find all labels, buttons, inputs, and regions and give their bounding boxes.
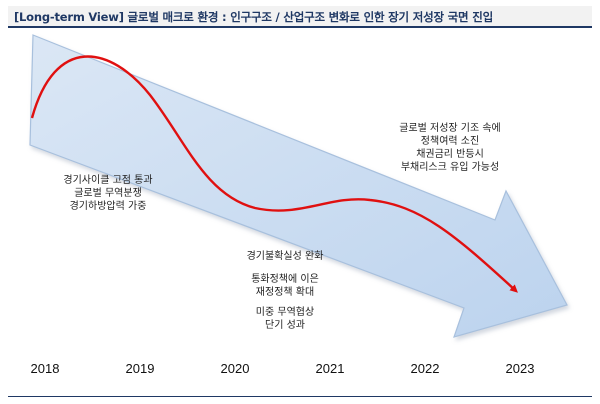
annotation-line: 경기불확실성 완화 [246, 251, 324, 262]
year-label: 2023 [505, 361, 535, 376]
annotation-2020-uncertainty: 경기불확실성 완화 [225, 250, 345, 263]
annotation-line: 글로벌 무역분쟁 [74, 188, 142, 199]
year-label: 2018 [30, 361, 60, 376]
year-label: 2021 [315, 361, 345, 376]
long-term-arrow [29, 34, 568, 338]
annotation-2018: 경기사이클 고점 통과 글로벌 무역분쟁 경기하방압력 가중 [28, 174, 188, 213]
title-bar: [Long-term View] 글로벌 매크로 환경 : 인구구조 / 산업구… [8, 6, 592, 28]
annotation-line: 채권금리 반등시 [416, 149, 484, 160]
annotation-line: 정책여력 소진 [420, 136, 480, 147]
year-label: 2020 [220, 361, 250, 376]
annotation-line: 재정정책 확대 [255, 287, 315, 298]
annotation-line: 단기 성과 [265, 320, 305, 331]
economic-cycle-curve [30, 55, 518, 293]
annotation-line: 통화정책에 이은 [251, 274, 319, 285]
annotation-line: 경기하방압력 가중 [69, 201, 147, 212]
year-label: 2019 [125, 361, 155, 376]
bottom-rule [8, 396, 592, 397]
year-label: 2022 [410, 361, 440, 376]
annotation-line: 부채리스크 유입 가능성 [400, 162, 500, 173]
annotation-2020-policy: 통화정책에 이은 재정정책 확대 [225, 273, 345, 299]
annotation-line: 글로벌 저성장 기조 속에 [399, 123, 501, 134]
annotation-2022: 글로벌 저성장 기조 속에 정책여력 소진 채권금리 반등시 부채리스크 유입 … [380, 122, 520, 174]
annotation-2020-trade: 미중 무역협상 단기 성과 [225, 306, 345, 332]
annotation-line: 경기사이클 고점 통과 [63, 175, 153, 186]
page-title: [Long-term View] 글로벌 매크로 환경 : 인구구조 / 산업구… [14, 10, 493, 24]
annotation-line: 미중 무역협상 [255, 307, 315, 318]
